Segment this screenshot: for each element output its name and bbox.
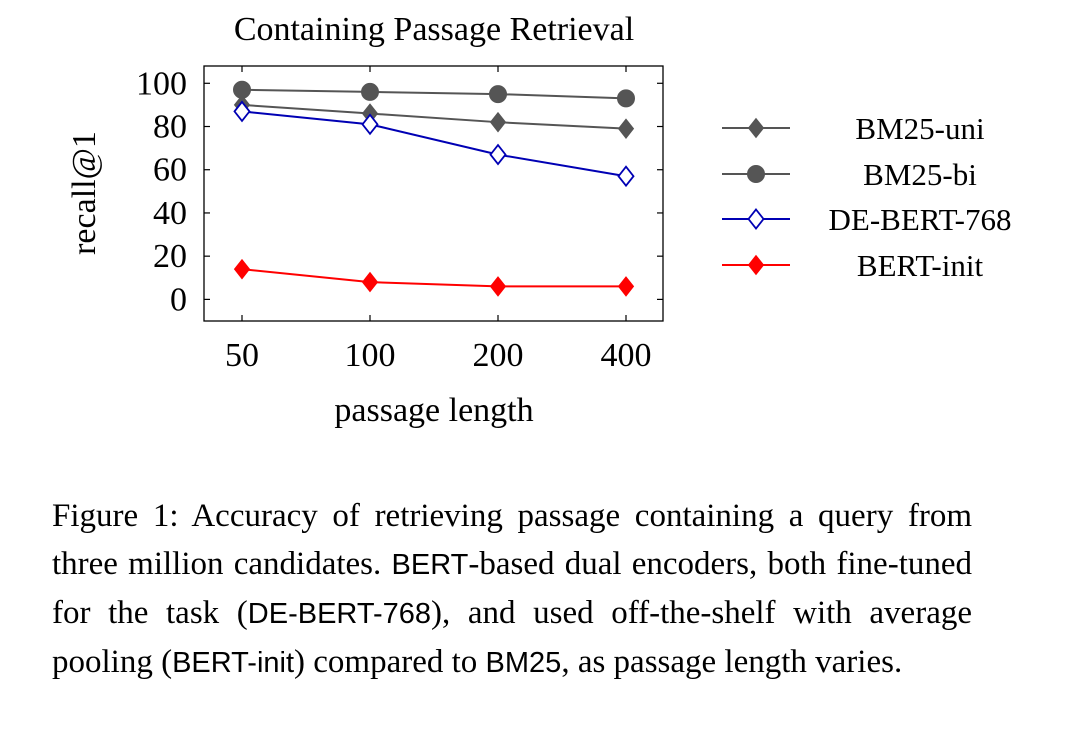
line-chart: Containing Passage Retrieval 0 20 40 60 80 10… [66, 11, 1012, 429]
legend-item: BERT-init [722, 248, 983, 283]
legend-swatch-marker [747, 165, 765, 183]
data-point [361, 82, 379, 101]
legend-label: DE-BERT-768 [829, 202, 1012, 237]
series-line [241, 88, 627, 100]
legend-label: BERT-init [857, 248, 984, 283]
legend-label: BM25-bi [863, 157, 977, 192]
series-de-bert-768 [233, 100, 635, 188]
data-point [617, 276, 635, 297]
data-point [617, 165, 635, 188]
caption-text-5: , as passage length varies. [561, 644, 903, 680]
series-bm25-uni [233, 94, 635, 139]
x-tick-label: 50 [225, 337, 259, 374]
data-point [617, 89, 635, 108]
caption-bertinit-term: BERT-init [172, 647, 295, 679]
caption-text-1: Accuracy of retrieving passage containin… [52, 498, 973, 582]
caption-debert-term: DE-BERT-768 [247, 598, 431, 630]
caption-bm25-term: BM25 [485, 647, 562, 679]
legend-item: DE-BERT-768 [722, 202, 1012, 237]
y-tick-label: 0 [170, 281, 187, 318]
y-tick-label: 100 [136, 65, 187, 102]
x-axis-ticks: 50 100 200 400 [225, 66, 652, 374]
y-tick-label: 40 [153, 195, 187, 232]
caption-text-3: ), and used off-the-shelf with average p… [52, 595, 972, 680]
legend-item: BM25-uni [722, 111, 985, 146]
legend: BM25-uni BM25-bi DE-BERT-768 BERT-init [722, 111, 1012, 283]
series-line [241, 103, 627, 130]
plot-frame [203, 65, 664, 322]
x-tick-label: 100 [345, 337, 396, 374]
legend-label: BM25-uni [855, 111, 985, 146]
x-tick-label: 200 [473, 337, 524, 374]
series-bm25-bi [233, 80, 635, 108]
x-tick-label: 400 [601, 337, 652, 374]
data-point [233, 80, 251, 99]
y-tick-label: 20 [153, 238, 187, 275]
data-point [489, 85, 507, 104]
caption-bert-term: BERT [391, 549, 469, 581]
series-line [241, 268, 626, 288]
data-point [617, 118, 635, 139]
legend-swatch-marker [747, 117, 765, 139]
legend-item: BM25-bi [722, 157, 977, 192]
series-line [241, 110, 627, 178]
data-point [361, 271, 379, 293]
y-axis-ticks: 0 20 40 60 80 100 [136, 65, 663, 318]
data-point [233, 258, 251, 280]
data-point [233, 100, 251, 123]
series-bert-init [233, 258, 635, 297]
x-axis-label: passage length [334, 392, 533, 429]
caption-text-2: -based dual encoders, both fine-tuned fo… [52, 546, 973, 631]
data-point [489, 276, 507, 297]
caption-text-4: ) compared to [294, 644, 478, 680]
figure-caption: Figure 1: Accuracy of retrieving passage… [52, 492, 972, 687]
y-tick-label: 80 [153, 109, 187, 146]
data-point [489, 111, 507, 133]
data-point [489, 143, 507, 166]
data-point [361, 113, 379, 136]
y-axis-label: recall@1 [66, 131, 103, 255]
chart-title: Containing Passage Retrieval [234, 11, 634, 48]
legend-swatch-marker [747, 254, 765, 276]
series-layer [233, 80, 635, 297]
legend-swatch-marker [747, 208, 765, 230]
caption-label: Figure 1: [52, 498, 179, 534]
y-tick-label: 60 [153, 152, 187, 189]
